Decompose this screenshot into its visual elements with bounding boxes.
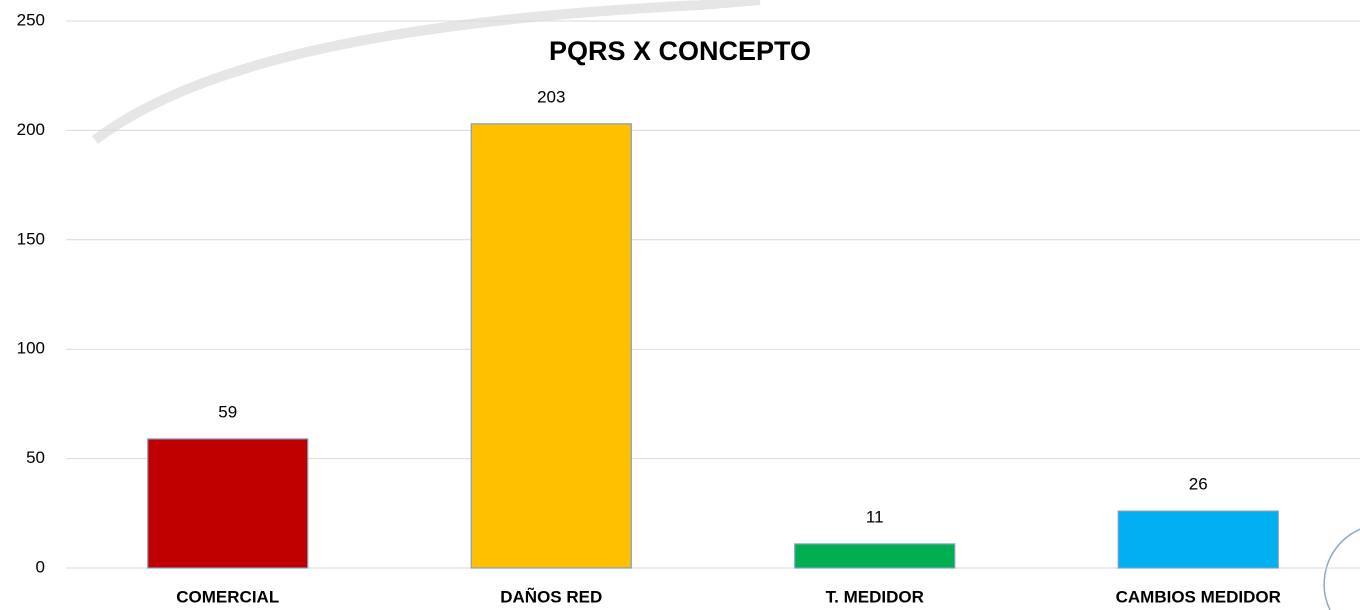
bar [1117, 510, 1279, 569]
x-tick-label: CAMBIOS MEDIDOR [1116, 587, 1281, 606]
x-tick-label: COMERCIAL [176, 587, 279, 606]
y-tick-label: 150 [17, 229, 45, 248]
decoration-swoosh [91, 0, 761, 144]
y-tick-label: 250 [17, 10, 45, 29]
bar [470, 123, 632, 569]
y-tick-label: 100 [17, 339, 45, 358]
decoration-arc [1323, 528, 1360, 610]
x-tick-label: DAÑOS RED [500, 586, 602, 606]
value-label: 59 [218, 402, 237, 421]
bar [147, 438, 309, 569]
y-tick-label: 50 [26, 448, 45, 467]
value-label: 11 [866, 507, 884, 526]
chart-title: PQRS X CONCEPTO [549, 36, 811, 66]
x-tick-label: T. MEDIDOR [826, 587, 924, 606]
value-label: 26 [1189, 475, 1208, 494]
y-tick-label: 0 [36, 557, 45, 576]
bar [794, 543, 956, 569]
y-tick-label: 200 [17, 120, 45, 139]
value-label: 203 [537, 87, 565, 106]
